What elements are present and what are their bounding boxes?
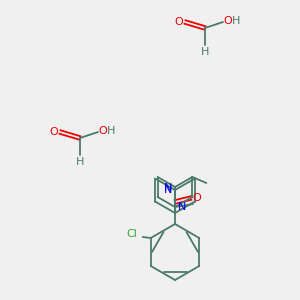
Text: O: O — [175, 17, 183, 27]
Text: Cl: Cl — [126, 229, 137, 239]
Text: O: O — [193, 193, 201, 203]
Text: H: H — [107, 126, 115, 136]
Text: O: O — [99, 126, 107, 136]
Text: O: O — [50, 127, 58, 137]
Text: H: H — [232, 16, 240, 26]
Text: N: N — [164, 183, 172, 193]
Text: N: N — [178, 202, 186, 212]
Text: H: H — [201, 47, 209, 57]
Text: N: N — [164, 185, 172, 195]
Text: O: O — [224, 16, 232, 26]
Text: H: H — [76, 157, 84, 167]
